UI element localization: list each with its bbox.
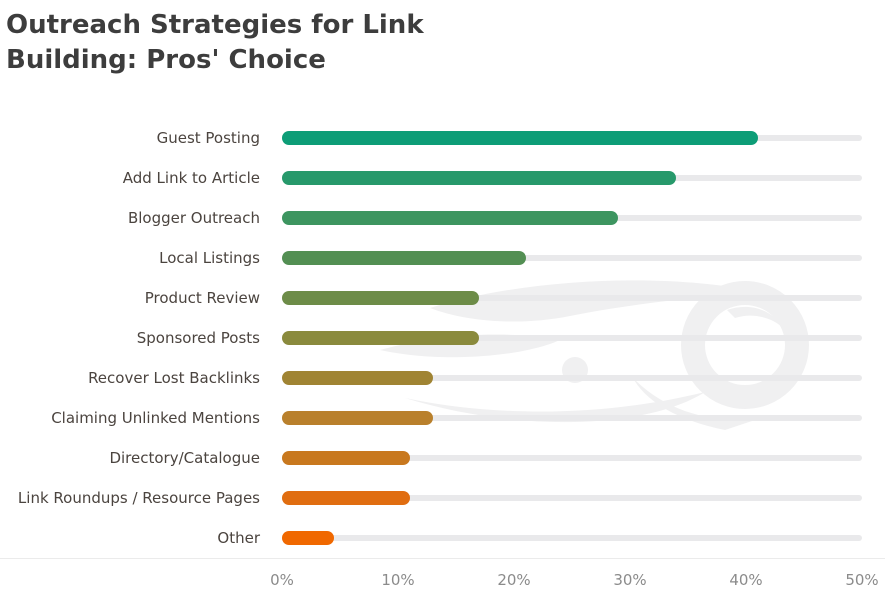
bar-row: Link Roundups / Resource Pages (0, 478, 885, 518)
category-label: Claiming Unlinked Mentions (51, 409, 260, 427)
x-axis-tick-label: 10% (381, 571, 415, 589)
bar-track (282, 495, 862, 501)
chart-title: Outreach Strategies for Link Building: Pr… (0, 0, 885, 78)
bar-rows: Guest Posting Add Link to Article Blogger … (0, 118, 885, 558)
chart-title-line1: Outreach Strategies for Link (6, 10, 424, 40)
bar-track-area (282, 278, 862, 318)
bar (282, 211, 619, 225)
bar (282, 291, 480, 305)
category-label: Guest Posting (156, 129, 260, 147)
bar-row: Local Listings (0, 238, 885, 278)
x-axis-tick-label: 50% (845, 571, 879, 589)
category-label: Directory/Catalogue (109, 449, 260, 467)
bar-track-area (282, 438, 862, 478)
bar (282, 531, 335, 545)
category-label: Local Listings (159, 249, 260, 267)
x-axis-tick-label: 30% (613, 571, 647, 589)
bar-row: Sponsored Posts (0, 318, 885, 358)
bar-track-area (282, 358, 862, 398)
category-label: Blogger Outreach (127, 209, 260, 227)
bar-track-area (282, 198, 862, 238)
x-axis-tick-label: 0% (270, 571, 294, 589)
x-axis-tick-label: 20% (497, 571, 531, 589)
bar-track (282, 535, 862, 541)
bar-track-area (282, 238, 862, 278)
bar-track (282, 335, 862, 341)
bar (282, 451, 410, 465)
bar-chart: Guest Posting Add Link to Article Blogger … (0, 118, 885, 593)
category-label: Add Link to Article (122, 169, 260, 187)
chart-title-line2: Building: Pros' Choice (6, 45, 326, 75)
category-label: Recover Lost Backlinks (88, 369, 260, 387)
category-label: Link Roundups / Resource Pages (17, 489, 260, 507)
bar-row: Other (0, 518, 885, 558)
bar-track-area (282, 118, 862, 158)
bar (282, 171, 677, 185)
x-axis-line (0, 558, 885, 559)
bar-track-area (282, 478, 862, 518)
bar (282, 371, 433, 385)
bar-row: Add Link to Article (0, 158, 885, 198)
category-label: Other (217, 529, 260, 547)
bar (282, 491, 410, 505)
bar-track-area (282, 158, 862, 198)
bar-track (282, 455, 862, 461)
bar-row: Directory/Catalogue (0, 438, 885, 478)
bar-row: Guest Posting (0, 118, 885, 158)
bar-track (282, 255, 862, 261)
bar (282, 251, 526, 265)
bar (282, 331, 480, 345)
bar-track-area (282, 518, 862, 558)
x-axis: 0% 10% 20% 30% 40% 50% (270, 559, 879, 593)
bar-row: Blogger Outreach (0, 198, 885, 238)
category-label: Product Review (144, 289, 260, 307)
bar (282, 411, 433, 425)
bar-row: Recover Lost Backlinks (0, 358, 885, 398)
bar-row: Claiming Unlinked Mentions (0, 398, 885, 438)
bar-row: Product Review (0, 278, 885, 318)
bar (282, 131, 758, 145)
category-label: Sponsored Posts (136, 329, 260, 347)
bar-track-area (282, 398, 862, 438)
bar-track-area (282, 318, 862, 358)
x-axis-tick-label: 40% (729, 571, 763, 589)
